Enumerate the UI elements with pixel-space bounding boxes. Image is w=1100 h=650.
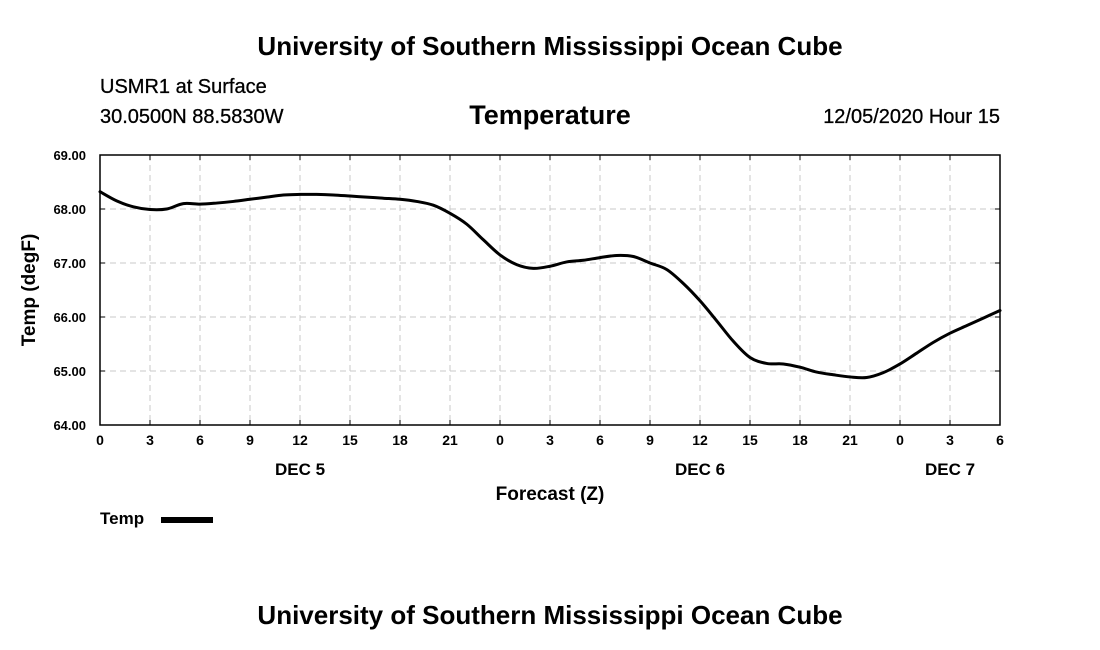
x-tick-label: 12 bbox=[292, 432, 308, 448]
y-tick-label: 67.00 bbox=[53, 256, 86, 271]
x-tick-label: 3 bbox=[146, 432, 154, 448]
legend-label: Temp bbox=[100, 509, 145, 528]
x-tick-label: 0 bbox=[496, 432, 504, 448]
x-tick-label: 21 bbox=[442, 432, 458, 448]
station-label: USMR1 at Surface bbox=[100, 76, 267, 98]
y-tick-label: 65.00 bbox=[53, 364, 86, 379]
x-tick-label: 18 bbox=[792, 432, 808, 448]
x-tick-label: 18 bbox=[392, 432, 408, 448]
x-tick-label: 15 bbox=[342, 432, 358, 448]
x-tick-label: 21 bbox=[842, 432, 858, 448]
x-tick-label: 0 bbox=[96, 432, 104, 448]
x-tick-label: 6 bbox=[596, 432, 604, 448]
chart-title: Temperature bbox=[469, 100, 631, 130]
page-title: University of Southern Mississippi Ocean… bbox=[257, 31, 843, 61]
x-tick-label: 12 bbox=[692, 432, 708, 448]
date-label: DEC 6 bbox=[675, 460, 725, 479]
y-axis-label: Temp (degF) bbox=[19, 234, 40, 347]
x-tick-label: 15 bbox=[742, 432, 758, 448]
x-tick-label: 3 bbox=[546, 432, 554, 448]
coordinates-label: 30.0500N 88.5830W bbox=[100, 106, 284, 128]
x-axis-label: Forecast (Z) bbox=[496, 484, 605, 505]
y-tick-label: 64.00 bbox=[53, 418, 86, 433]
x-tick-label: 3 bbox=[946, 432, 954, 448]
x-tick-label: 6 bbox=[196, 432, 204, 448]
series-line-temp bbox=[98, 190, 1002, 380]
x-tick-label: 9 bbox=[246, 432, 254, 448]
date-label: DEC 7 bbox=[925, 460, 975, 479]
x-tick-label: 0 bbox=[896, 432, 904, 448]
y-tick-label: 66.00 bbox=[53, 310, 86, 325]
footer-title: University of Southern Mississippi Ocean… bbox=[257, 600, 843, 630]
forecast-datetime: 12/05/2020 Hour 15 bbox=[823, 106, 1000, 128]
x-tick-label: 6 bbox=[996, 432, 1004, 448]
date-label: DEC 5 bbox=[275, 460, 325, 479]
x-tick-label: 9 bbox=[646, 432, 654, 448]
y-tick-label: 69.00 bbox=[53, 148, 86, 163]
legend-line-swatch bbox=[161, 517, 213, 523]
y-tick-label: 68.00 bbox=[53, 202, 86, 217]
